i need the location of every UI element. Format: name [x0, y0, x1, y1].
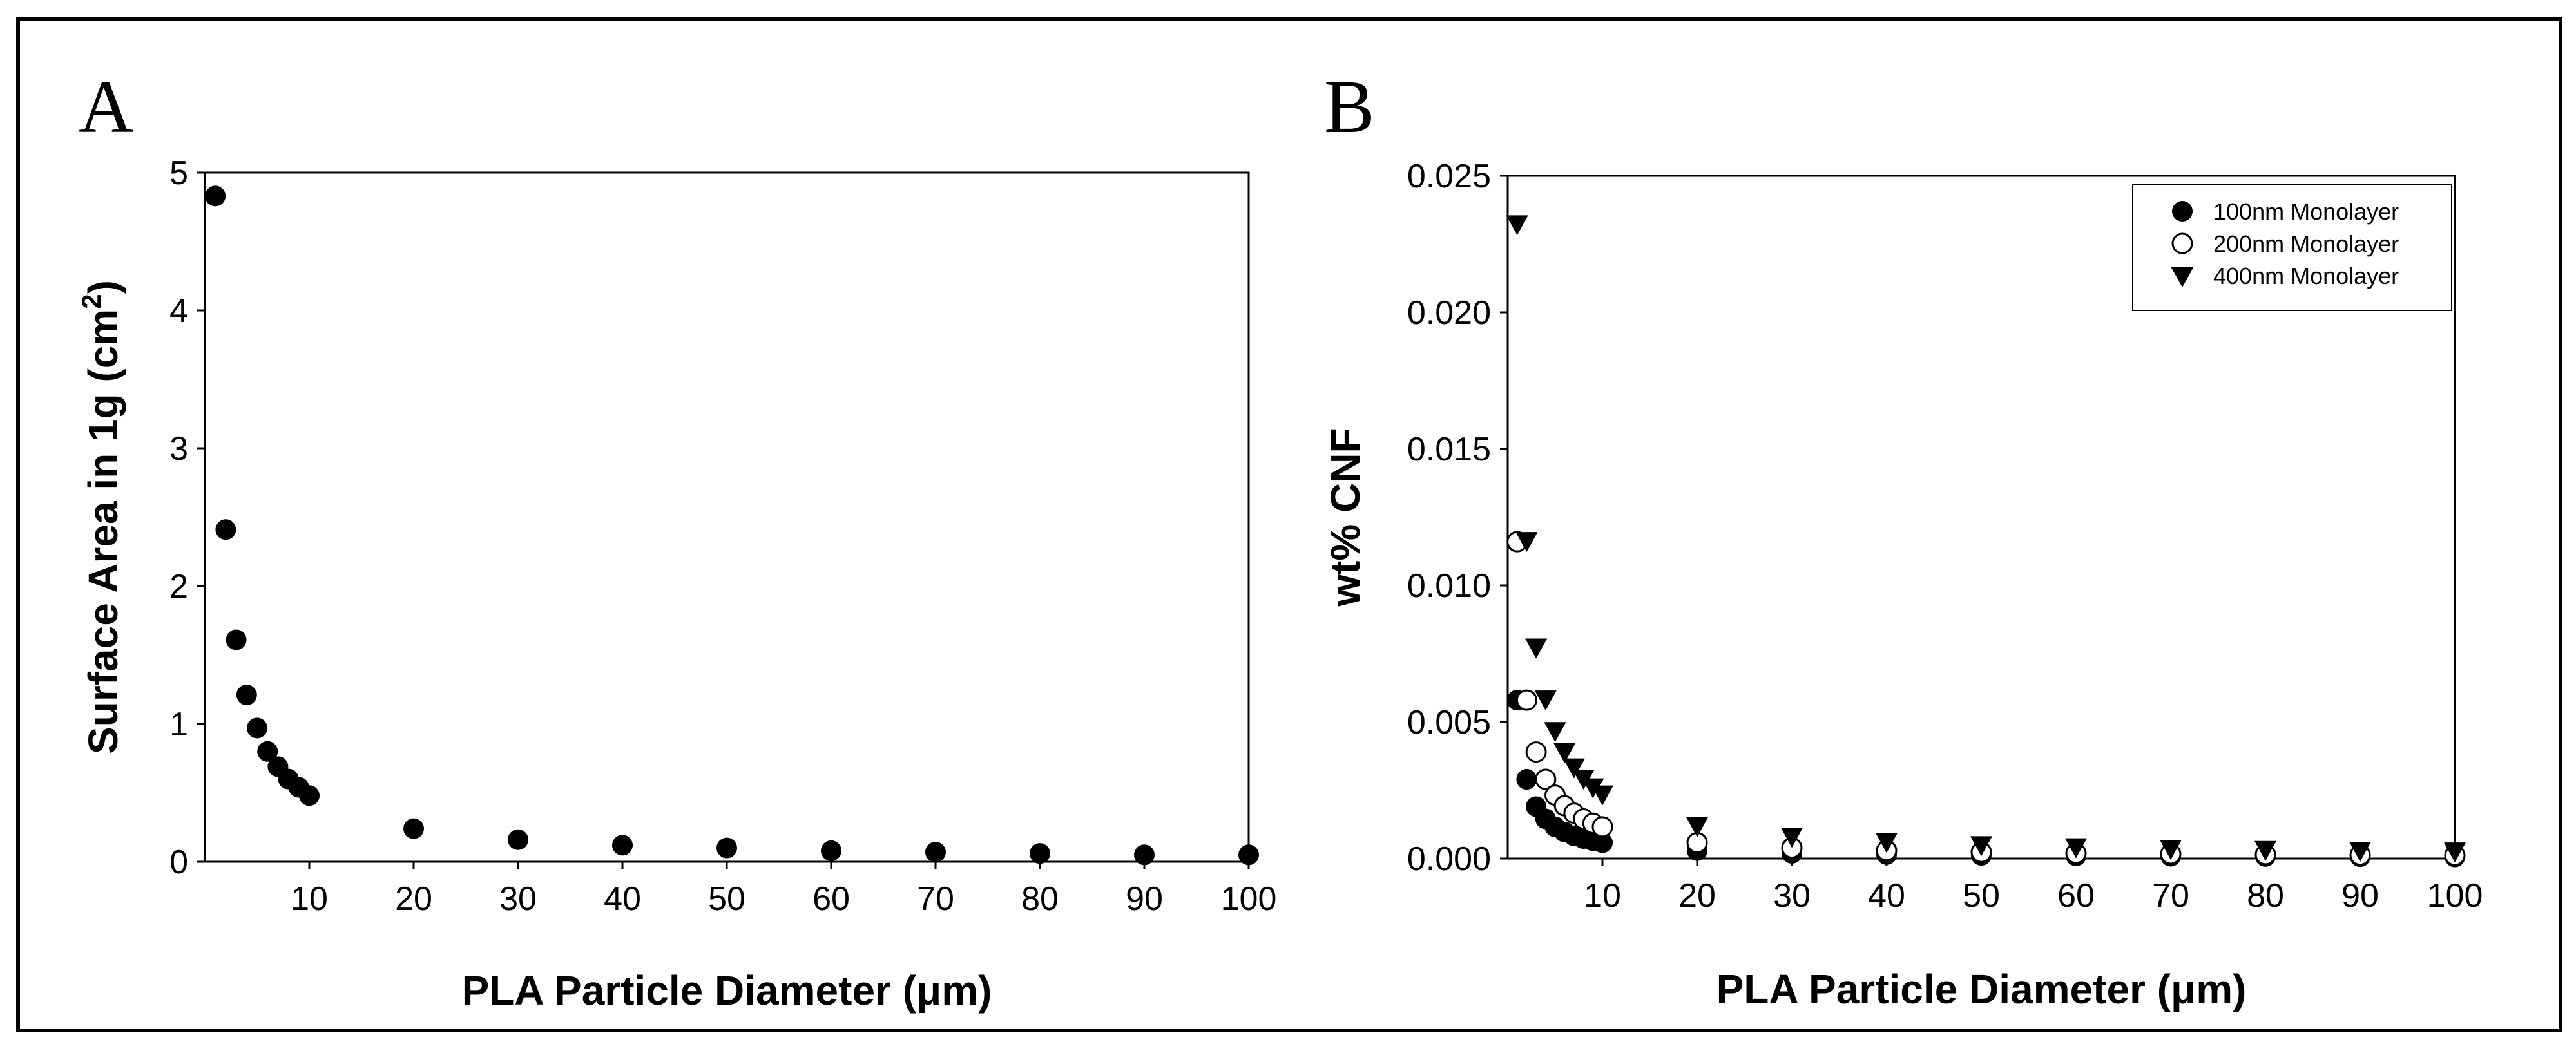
panel-a-y-tick-label: 0	[169, 844, 188, 881]
panel-b-ticks: 10 20 30 40 50 60 70 80 90 100 0.000 0.005 0.010 0.01…	[1407, 158, 2483, 915]
panel-b-point-200nm	[1515, 689, 1537, 711]
panel-b-point-400nm	[2065, 838, 2087, 859]
panel-a-point-surface	[215, 519, 236, 540]
panel-a-x-tick-label: 20	[395, 880, 432, 918]
panel-a-point-surface	[1134, 844, 1155, 866]
panel-b-point-400nm	[1544, 722, 1566, 743]
panel-b-point-400nm	[1506, 215, 1528, 236]
panel-b-y-tick-label: 0.025	[1407, 158, 1491, 195]
panel-b: B 10 20 30 40 50 60 70 80 90 100 0.000 0.005 0.010 0.…	[1322, 64, 2483, 1012]
panel-b-y-tick-label: 0.015	[1407, 431, 1491, 468]
panel-b-point-400nm	[1515, 532, 1538, 553]
panel-b-x-tick-label: 40	[1868, 877, 1905, 915]
legend-label-100nm: 100nm Monolayer	[2213, 198, 2399, 225]
panel-a-point-surface	[226, 629, 247, 650]
panel-a-point-surface	[247, 717, 267, 739]
panel-a-y-tick-label: 1	[169, 706, 188, 743]
panel-a-point-surface	[205, 185, 226, 207]
panel-a-x-tick-label: 50	[708, 880, 745, 918]
panel-b-letter: B	[1324, 64, 1375, 149]
panel-b-point-400nm	[1970, 836, 1992, 857]
panel-a-point-surface	[716, 837, 737, 859]
panel-b-point-400nm	[1591, 785, 1613, 806]
panel-a-x-axis-title: PLA Particle Diameter (μm)	[462, 967, 992, 1014]
panel-a-y-axis-title: Surface Area in 1g (cm2)	[76, 280, 126, 754]
panel-b-y-tick-label: 0.020	[1407, 294, 1491, 332]
panel-a-points	[205, 185, 1259, 866]
figure-border	[16, 17, 2562, 1032]
panel-a-point-surface	[403, 818, 424, 839]
panel-b-point-400nm	[1553, 743, 1576, 763]
panel-a-ticks: 10 20 30 40 50 60 70 80 90 100 0 1 2 3 4 5	[169, 155, 1276, 918]
panel-b-point-400nm	[2349, 842, 2371, 862]
panel-b-point-400nm	[1876, 833, 1898, 853]
panel-a-x-tick-label: 40	[604, 880, 641, 918]
panel-b-y-tick-label: 0.000	[1407, 840, 1491, 878]
panel-b-point-200nm	[1535, 768, 1557, 790]
panel-a-x-tick-label: 10	[291, 880, 328, 918]
panel-b-point-400nm	[1525, 638, 1548, 659]
panel-a-x-tick-label: 90	[1126, 880, 1163, 918]
legend-marker-200nm	[2171, 232, 2193, 254]
panel-b-x-tick-label: 70	[2152, 877, 2189, 915]
panel-b-x-tick-label: 30	[1773, 877, 1811, 915]
panel-a-point-surface	[925, 842, 946, 863]
panel-a-x-tick-label: 100	[1221, 880, 1277, 918]
legend-marker-100nm	[2172, 201, 2193, 222]
panel-b-point-200nm	[1525, 741, 1547, 763]
panel-b-point-400nm	[1781, 828, 1803, 848]
legend-label-400nm: 400nm Monolayer	[2213, 263, 2399, 289]
panel-b-x-tick-label: 100	[2427, 877, 2483, 915]
panel-b-x-tick-label: 20	[1678, 877, 1716, 915]
panel-b-point-400nm	[1582, 778, 1604, 799]
panel-b-point-100nm	[1592, 832, 1613, 853]
panel-b-x-tick-label: 60	[2057, 877, 2095, 915]
panel-b-x-tick-label: 90	[2341, 877, 2379, 915]
panel-b-point-400nm	[2160, 839, 2182, 860]
panel-a-y-tick-label: 4	[169, 292, 188, 330]
panel-a-x-tick-label: 70	[917, 880, 954, 918]
panel-a-point-surface	[612, 835, 633, 856]
panel-a-point-surface	[299, 785, 320, 806]
panel-a-point-surface	[1238, 844, 1259, 866]
panel-a-y-axis-title-superscript: 2	[76, 294, 106, 308]
panel-a-x-tick-label: 60	[812, 880, 850, 918]
panel-a-y-tick-label: 2	[169, 568, 188, 605]
panel-a-point-surface	[1030, 843, 1050, 864]
panel-a-point-surface	[236, 685, 257, 706]
panel-a-point-surface	[508, 829, 528, 850]
panel-b-x-tick-label: 10	[1584, 877, 1621, 915]
panel-b-x-axis-title: PLA Particle Diameter (μm)	[1716, 966, 2247, 1012]
panel-a-x-tick-label: 80	[1021, 880, 1059, 918]
legend-marker-400nm	[2171, 267, 2194, 287]
panel-a-point-surface	[821, 840, 841, 861]
panel-b-y-tick-label: 0.005	[1407, 704, 1491, 741]
panel-b-y-tick-label: 0.010	[1407, 567, 1491, 605]
panel-a: A 10 20 30 40 50 60 70 80 90 100 0 1 2 3 4 5 PLA Partic…	[76, 64, 1276, 1014]
panel-b-point-200nm	[1591, 816, 1613, 838]
panel-b-y-axis-title: wt% CNF	[1322, 428, 1369, 607]
panel-b-legend: 100nm Monolayer 200nm Monolayer 400nm Mo…	[2132, 184, 2452, 311]
panel-a-y-axis-title-main: Surface Area in 1g (cm	[80, 309, 126, 754]
panel-a-point-surface	[257, 741, 278, 762]
panel-b-point-400nm	[2444, 842, 2466, 863]
legend-label-200nm: 200nm Monolayer	[2213, 231, 2399, 257]
panel-b-point-400nm	[1562, 758, 1585, 779]
panel-b-point-100nm	[1516, 769, 1537, 790]
panel-b-point-400nm	[1534, 690, 1557, 711]
panel-b-points	[1506, 215, 2466, 868]
panel-b-point-400nm	[1686, 817, 1708, 837]
panel-a-y-axis-title-end: )	[80, 280, 126, 294]
panel-b-x-tick-label: 80	[2247, 877, 2284, 915]
panel-a-y-tick-label: 5	[169, 155, 188, 192]
panel-a-letter: A	[79, 64, 133, 149]
panel-a-y-tick-label: 3	[169, 430, 188, 468]
panel-a-x-tick-label: 30	[499, 880, 537, 918]
panel-b-x-tick-label: 50	[1963, 877, 2000, 915]
panel-b-point-400nm	[2254, 840, 2276, 861]
